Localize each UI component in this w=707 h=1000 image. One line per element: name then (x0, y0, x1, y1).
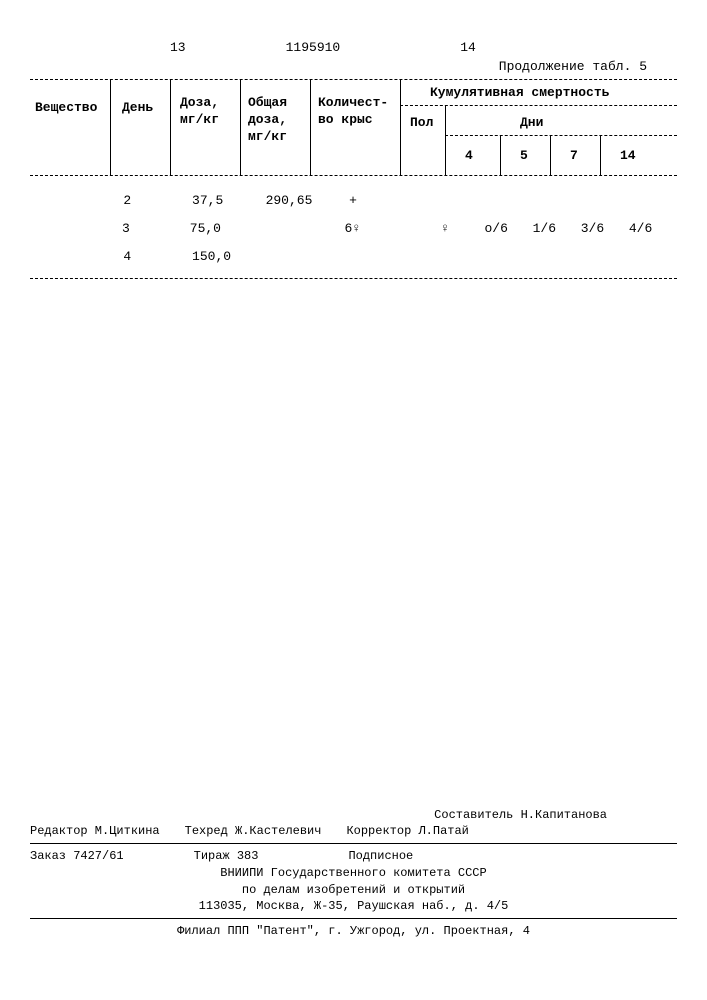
table-header: Вещество День Доза, мг/кг Общая доза, мг… (30, 80, 677, 175)
cell-rat-count: + (334, 193, 437, 208)
org-line1: ВНИИПИ Государственного комитета СССР (30, 865, 677, 882)
col-divider (240, 80, 241, 175)
page-number-left: 13 (170, 40, 186, 55)
document-number: 1195910 (286, 40, 341, 55)
col-mortality: Кумулятивная смертность (430, 85, 609, 102)
table-row: 4 150,0 (30, 242, 677, 270)
col-divider (170, 80, 171, 175)
compiler-credit: Составитель Н.Капитанова (30, 808, 677, 822)
page-number-right: 14 (460, 40, 476, 55)
col-dose: Доза, мг/кг (180, 95, 219, 129)
table-header-bottom-border (30, 175, 677, 176)
cell-day: 3 (107, 221, 180, 236)
col-day4: 4 (465, 148, 473, 165)
col-sex: Пол (410, 115, 433, 132)
order-number: Заказ 7427/61 (30, 849, 124, 863)
col-divider (445, 105, 446, 175)
col-divider (110, 80, 111, 175)
col-rat-count: Количест- во крыс (318, 95, 388, 129)
cell-dose: 150,0 (182, 249, 261, 264)
col-days: Дни (520, 115, 543, 132)
document-page: 13 1195910 14 Продолжение табл. 5 Вещест… (0, 0, 707, 1000)
table-bottom-border (30, 278, 677, 279)
col-divider (310, 80, 311, 175)
col-substance: Вещество (35, 100, 97, 117)
cell-day: 4 (108, 249, 182, 264)
footer-section: Составитель Н.Капитанова Редактор М.Цитк… (30, 808, 677, 940)
sub-divider (400, 105, 677, 106)
footer-divider (30, 843, 677, 844)
circulation: Тираж 383 (194, 849, 259, 863)
cell-d14: 4/6 (629, 221, 677, 236)
cell-dose: 37,5 (182, 193, 261, 208)
branch-address: Филиал ППП "Патент", г. Ужгород, ул. Про… (30, 923, 677, 940)
col-day7: 7 (570, 148, 578, 165)
cell-d5: 1/6 (533, 221, 581, 236)
org-line2: по делам изобретений и открытий (30, 882, 677, 899)
table-continuation-label: Продолжение табл. 5 (30, 59, 647, 74)
col-divider (550, 135, 551, 175)
data-table: Вещество День Доза, мг/кг Общая доза, мг… (30, 79, 677, 279)
table-body: 2 37,5 290,65 + 3 75,0 6♀ ♀ о/6 1/6 3/6 (30, 186, 677, 270)
techred-credit: Техред Ж.Кастелевич (185, 824, 322, 838)
header-numbers: 13 1195910 14 (30, 40, 677, 55)
col-divider (500, 135, 501, 175)
col-day: День (122, 100, 153, 117)
cell-d4: о/6 (484, 221, 532, 236)
cell-day: 2 (108, 193, 182, 208)
col-divider (600, 135, 601, 175)
footer-divider (30, 918, 677, 919)
editor-credit: Редактор М.Циткина (30, 824, 160, 838)
col-divider (400, 80, 401, 175)
col-day5: 5 (520, 148, 528, 165)
col-total-dose: Общая доза, мг/кг (248, 95, 287, 146)
address: 113035, Москва, Ж-35, Раушская наб., д. … (30, 898, 677, 915)
cell-rat-count: 6♀ (330, 221, 432, 236)
order-row: Заказ 7427/61 Тираж 383 Подписное (30, 847, 677, 865)
cell-sex: ♀ (431, 221, 484, 236)
credits-row: Редактор М.Циткина Техред Ж.Кастелевич К… (30, 822, 677, 840)
corrector-credit: Корректор Л.Патай (346, 824, 468, 838)
table-row: 2 37,5 290,65 + (30, 186, 677, 214)
col-day14: 14 (620, 148, 636, 165)
table-row: 3 75,0 6♀ ♀ о/6 1/6 3/6 4/6 (30, 214, 677, 242)
subscription: Подписное (348, 849, 413, 863)
cell-d7: 3/6 (581, 221, 629, 236)
cell-dose: 75,0 (180, 221, 257, 236)
sub-divider (445, 135, 677, 136)
cell-total-dose: 290,65 (261, 193, 335, 208)
